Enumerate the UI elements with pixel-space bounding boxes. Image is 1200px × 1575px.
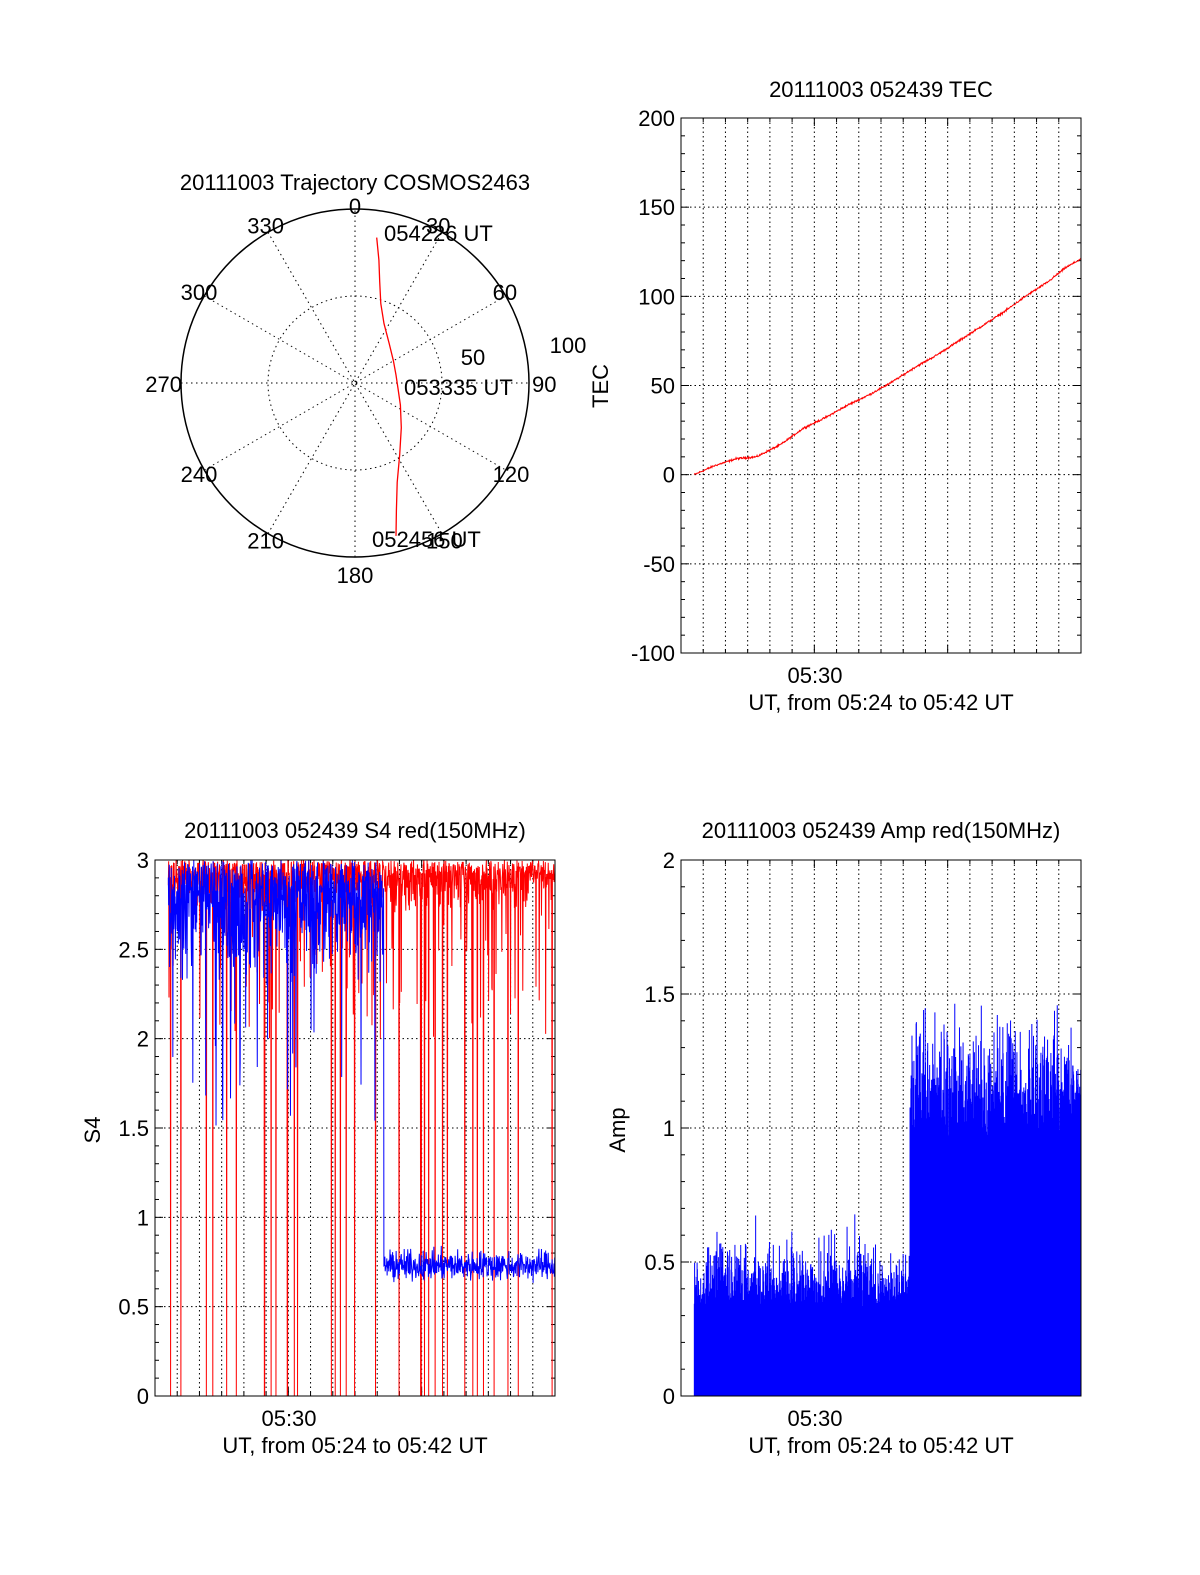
amp-y-tick-labels: 2 1.5 1 0.5 0 [644, 848, 675, 1409]
y-tick-label: 50 [651, 374, 675, 399]
y-tick-label: 3 [137, 848, 149, 873]
polar-spoke [204, 295, 506, 471]
tec-title: 20111003 052439 TEC [769, 77, 993, 102]
s4-y-axis-label: S4 [80, 1117, 105, 1144]
amp-frame [680, 859, 1082, 1397]
y-tick-label: -50 [643, 552, 675, 577]
trajectory-path [376, 237, 402, 536]
polar-spoke [267, 232, 443, 534]
tec-y-tick-labels: 200 150 100 50 0 -50 -100 [631, 106, 675, 666]
y-tick-label: 2 [137, 1027, 149, 1052]
y-tick-label: 0 [137, 1384, 149, 1409]
s4-x-tick-label: 05:30 [261, 1406, 316, 1431]
y-tick-label: 1.5 [644, 982, 675, 1007]
s4-x-axis-label: UT, from 05:24 to 05:42 UT [222, 1433, 487, 1458]
polar-spoke [267, 232, 443, 534]
polar-angle-label: 210 [247, 529, 284, 554]
amp-plot: 20111003 052439 Amp red(150MHz) 2 1.5 1 0.5… [605, 818, 1082, 1458]
polar-angle-labels: 0 30 60 90 120 150 180 210 240 270 300 330 [145, 194, 556, 588]
tec-frame [680, 117, 1082, 654]
s4-plot: 20111003 052439 S4 red(150MHz) 3 2.5 2 1.5 1… [80, 818, 556, 1458]
amp-x-axis-label: UT, from 05:24 to 05:42 UT [748, 1433, 1013, 1458]
s4-series [167, 859, 556, 1397]
s4-frame [154, 859, 556, 1397]
y-tick-label: 0.5 [644, 1250, 675, 1275]
polar-angle-label: 240 [181, 462, 218, 487]
track-label-start: 052456 UT [372, 527, 481, 552]
y-tick-label: 0 [663, 1384, 675, 1409]
tec-grid [680, 117, 1082, 654]
polar-angle-label: 0 [349, 194, 361, 219]
trajectory-track [376, 237, 402, 536]
y-tick-label: 100 [638, 284, 675, 309]
y-tick-label: 200 [638, 106, 675, 131]
polar-angle-label: 270 [145, 372, 182, 397]
tec-line [693, 257, 1082, 475]
tec-x-axis-label: UT, from 05:24 to 05:42 UT [748, 690, 1013, 715]
amp-x-tick-label: 05:30 [787, 1406, 842, 1431]
y-tick-label: 0 [663, 463, 675, 488]
polar-angle-label: 30 [426, 213, 450, 238]
tec-series-line [693, 257, 1082, 475]
polar-radius-label-50: 50 [461, 345, 485, 370]
y-tick-label: 1 [663, 1116, 675, 1141]
s4-title: 20111003 052439 S4 red(150MHz) [184, 818, 526, 843]
polar-spoke [204, 295, 506, 471]
y-tick-label: 2 [663, 848, 675, 873]
s4-y-tick-labels: 3 2.5 2 1.5 1 0.5 0 [118, 848, 149, 1409]
amp-title: 20111003 052439 Amp red(150MHz) [702, 818, 1061, 843]
y-tick-label: 1 [137, 1205, 149, 1230]
track-label-end: 054226 UT [384, 221, 493, 246]
tec-y-axis-label: TEC [588, 364, 613, 408]
amp-base-fill-after [909, 1154, 1081, 1396]
trajectory-title: 20111003 Trajectory COSMOS2463 [180, 170, 530, 195]
amp-y-axis-label: Amp [605, 1107, 630, 1152]
track-label-mid: 053335 UT [404, 375, 513, 400]
y-tick-label: 150 [638, 195, 675, 220]
polar-angle-label: 60 [493, 280, 517, 305]
amp-series [693, 1003, 1082, 1396]
y-tick-label: -100 [631, 641, 675, 666]
y-tick-label: 2.5 [118, 937, 149, 962]
polar-angle-label: 150 [426, 529, 463, 554]
polar-grid [180, 208, 530, 558]
tec-x-tick-label: 05:30 [787, 663, 842, 688]
y-tick-label: 1.5 [118, 1116, 149, 1141]
polar-radius-label-100: 100 [550, 333, 587, 358]
s4-red-line [167, 859, 556, 1397]
tec-plot: 20111003 052439 TEC 200150100500-50-100 … [588, 77, 1082, 715]
s4-blue-line [167, 860, 556, 1283]
trajectory-polar-plot: 20111003 Trajectory COSMOS2463 0 30 60 90 12… [145, 170, 586, 588]
polar-angle-label: 180 [337, 563, 374, 588]
y-tick-label: 0.5 [118, 1295, 149, 1320]
polar-angle-label: 90 [532, 372, 556, 397]
polar-angle-label: 120 [493, 462, 530, 487]
polar-angle-label: 330 [247, 213, 284, 238]
polar-angle-label: 300 [181, 280, 218, 305]
amp-base-fill-before [694, 1320, 910, 1396]
